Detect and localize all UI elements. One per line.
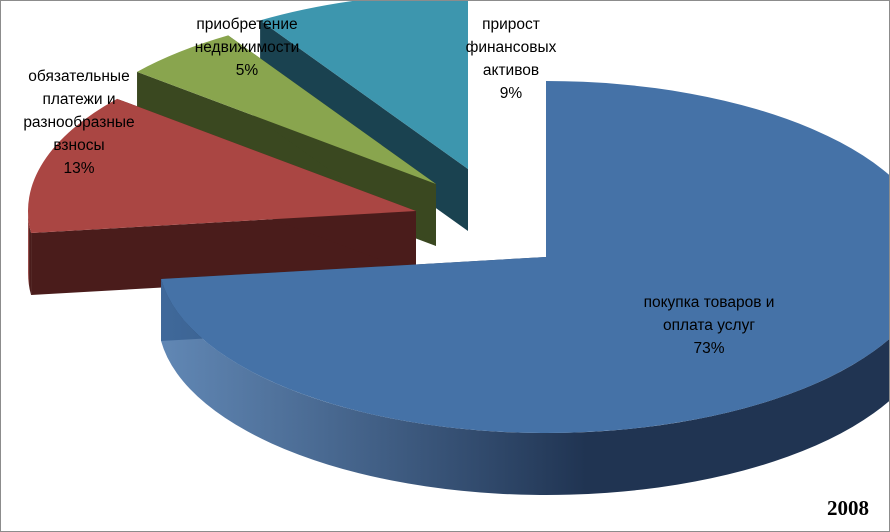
pie-slice-goods-rim	[161, 279, 889, 495]
data-label-payments-line: разнообразные	[23, 114, 134, 131]
data-label-financial: прирост финансовых активов 9%	[466, 16, 557, 102]
data-label-realty: приобретение недвижимости 5%	[195, 16, 300, 79]
data-label-financial-line: 9%	[500, 85, 523, 102]
data-label-goods: покупка товаров и оплата услуг 73%	[644, 294, 775, 357]
data-label-realty-line: приобретение	[196, 16, 297, 33]
data-label-payments: обязательные платежи и разнообразные взносы…	[23, 68, 134, 177]
data-label-goods-line: покупка товаров и	[644, 294, 775, 311]
data-label-financial-line: прирост	[482, 16, 540, 33]
pie-slice-goods	[161, 81, 889, 433]
data-label-financial-line: финансовых	[466, 39, 557, 56]
data-label-realty-line: 5%	[236, 62, 259, 79]
data-label-goods-line: 73%	[693, 340, 724, 357]
data-label-payments-line: обязательные	[28, 68, 129, 85]
pie-slice-financial	[260, 1, 468, 169]
pie-slice-payments-rim	[28, 211, 32, 296]
data-label-payments-line: взносы	[53, 137, 104, 154]
data-label-realty-line: недвижимости	[195, 39, 300, 56]
pie-slice-payments	[27, 98, 416, 234]
data-label-payments-line: 13%	[63, 160, 94, 177]
data-label-financial-line: активов	[483, 62, 539, 79]
data-label-goods-line: оплата услуг	[663, 317, 755, 334]
pie-slice-realty	[137, 35, 436, 184]
year-label: 2008	[827, 496, 869, 520]
data-label-payments-line: платежи и	[42, 91, 115, 108]
